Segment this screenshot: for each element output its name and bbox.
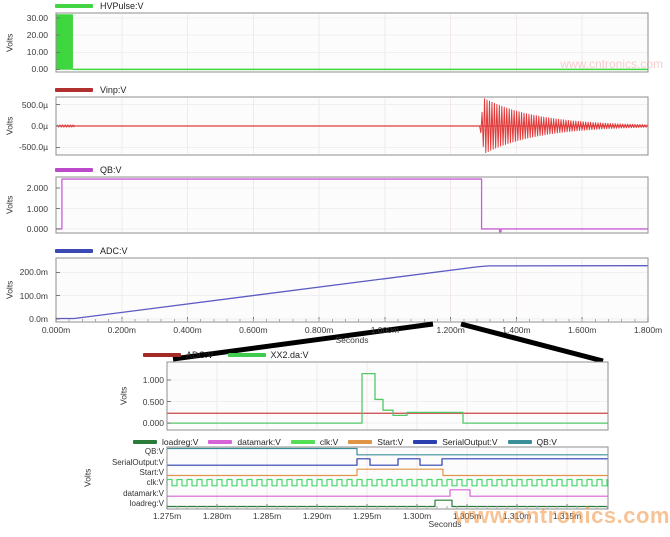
adc-swatch-icon [55,249,93,253]
x-axis-title-main: Seconds [335,335,369,345]
x-tick-label: 1.295m [352,511,382,521]
vinp-swatch-icon [55,88,93,92]
y-tick-label: 0.00 [31,64,48,75]
watermark: www.cntronics.com [454,503,670,528]
y-tick-label: 0.000 [26,223,48,234]
legend-label-vinp: Vinp:V [100,85,127,95]
legend-label-serialoutput: SerialOutput:V [442,437,498,447]
legend-label-zoom-adc: ADC:V [186,350,214,360]
x-tick-label: 1.400m [502,325,531,335]
x-tick-label: 0.600m [239,325,268,335]
digital-row-label: clk:V [146,478,164,488]
clk-swatch-icon [290,440,315,444]
legend-vinp: Vinp:V [55,85,126,95]
legend-item-loadreg: loadreg:V [133,437,198,447]
y-tick-label: 0.0m [29,313,48,324]
qb-swatch-icon [55,168,93,172]
x-axis-title-digital: Seconds [428,519,462,529]
legend-item-serialoutput: SerialOutput:V [413,437,498,447]
qb-digital-swatch-icon [507,440,532,444]
legend-zoom-panel: ADC:V XX2.da:V [143,350,309,360]
y-tick-label: -500.0µ [19,142,48,153]
y-tick-label: 100.0m [19,290,48,301]
x-tick-label: 1.310m [502,511,532,521]
legend-label-start: Start:V [377,437,404,447]
x-tick-label: 1.800m [633,325,663,335]
legend-item-adc: ADC:V [143,350,214,360]
hvpulse-swatch-icon [55,4,93,8]
digital-row-label: QB:V [144,447,164,457]
y-tick-label: 30.00 [26,13,48,24]
legend-label-hvpulse: HVPulse:V [100,1,144,11]
x-tick-label: 1.200m [436,325,465,335]
y-tick-label: 1.000 [26,203,48,214]
x-tick-label: 1.000m [370,325,400,335]
y-tick-label: 500.0µ [21,99,48,110]
legend-adc: ADC:V [55,246,128,256]
datamark-swatch-icon [208,440,233,444]
legend-label-datamark: datamark:V [237,437,281,447]
x-tick-label: 0.000m [41,325,71,335]
zoom-adc-swatch-icon [143,353,181,357]
y-tick-label: 0.0µ [31,121,48,131]
x-tick-label: 1.300m [402,511,432,521]
start-swatch-icon [348,440,373,444]
y-tick-label: 20.00 [26,30,48,41]
legend-label-loadreg: loadreg:V [162,437,199,447]
loadreg-swatch-icon [133,440,157,444]
y-tick-label: 1.000 [142,375,164,386]
digital-row-label: SerialOutput:V [111,457,164,467]
legend-item-start: Start:V [348,437,403,447]
x-tick-label: 1.275m [152,511,182,521]
legend-label-clk: clk:V [319,437,339,447]
y-tick-label: 2.000 [26,183,48,194]
y-tick-label: 10.00 [26,47,48,58]
watermark-faint: www.cntronics.com [560,57,663,71]
legend-hvpulse: HVPulse:V [55,1,144,11]
legend-label-adc: ADC:V [100,246,128,256]
x-tick-label: 1.290m [302,511,332,521]
legend-item-clk: clk:V [290,437,339,447]
digital-row-label: Start:V [139,467,164,477]
legend-item-datamark: datamark:V [208,437,281,447]
x-tick-label: 1.305m [452,511,482,521]
x-tick-label: 0.200m [107,325,136,335]
y-tick-label: 0.000 [142,418,164,429]
x-tick-label: 1.315m [552,511,582,521]
y-axis-title-digital: Volts [82,468,93,488]
x-tick-label: 0.400m [173,325,202,335]
digital-row-label: loadreg:V [129,498,164,508]
legend-item-xx2: XX2.da:V [227,350,309,360]
legend-digital-panel: loadreg:V datamark:V clk:V Start:V Seria… [133,437,557,447]
legend-qb: QB:V [55,165,122,175]
x-tick-label: 0.800m [304,325,334,335]
y-tick-label: 200.0m [19,267,48,278]
legend-label-qb: QB:V [100,165,122,175]
legend-label-qb-digital: QB:V [536,437,557,447]
digital-row-label: datamark:V [123,488,164,498]
serialoutput-swatch-icon [413,440,438,444]
legend-label-xx2: XX2.da:V [270,350,309,360]
xx2-swatch-icon [227,353,266,357]
y-tick-label: 0.500 [142,396,164,407]
x-tick-label: 1.600m [568,325,597,335]
x-tick-label: 1.280m [202,511,232,521]
legend-item-qb-digital: QB:V [507,437,557,447]
x-tick-label: 1.285m [252,511,282,521]
